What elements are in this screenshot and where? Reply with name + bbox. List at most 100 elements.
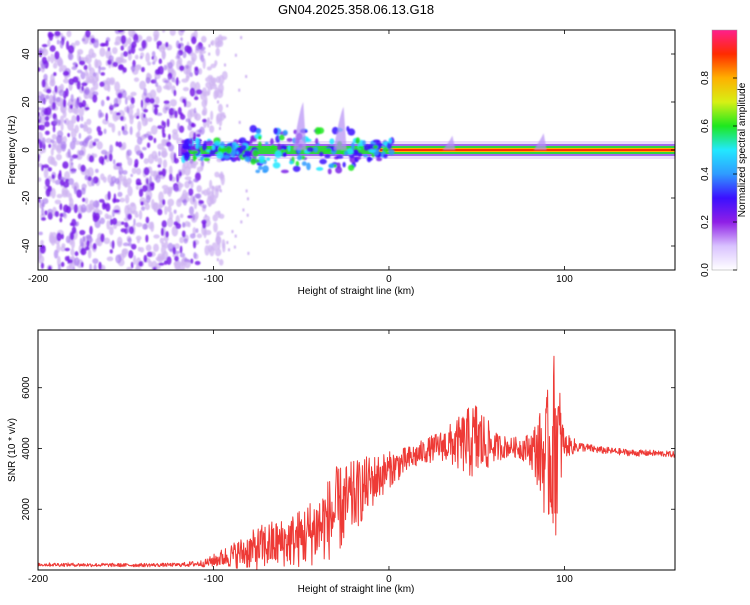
turbulence-blob [200, 156, 204, 161]
noise-speck [245, 189, 248, 193]
turbulence-blob [283, 151, 287, 157]
noise-blob [63, 204, 69, 213]
turbulence-blob [316, 127, 325, 135]
noise-blob [179, 252, 186, 258]
noise-blob [54, 199, 62, 205]
noise-blob [76, 69, 83, 74]
noise-blob [115, 35, 122, 46]
turbulence-blob [356, 156, 361, 160]
noise-blob [80, 247, 87, 256]
noise-blob [111, 209, 115, 218]
noise-blob [158, 150, 161, 157]
turbulence-blob [192, 154, 197, 162]
noise-blob [104, 213, 109, 220]
noise-blob [218, 258, 224, 266]
noise-blob [205, 81, 212, 89]
noise-blob [84, 175, 89, 181]
turbulence-blob [205, 140, 214, 146]
noise-blob [89, 263, 92, 270]
noise-blob [107, 84, 111, 92]
noise-blob [113, 193, 117, 203]
noise-speck [226, 104, 229, 108]
noise-blob [123, 51, 129, 57]
noise-blob [139, 80, 147, 90]
noise-blob [209, 125, 215, 133]
noise-blob [171, 225, 179, 237]
turbulence-blob [270, 138, 274, 146]
noise-blob [52, 62, 58, 69]
noise-blob [173, 209, 177, 214]
noise-blob [139, 152, 144, 160]
noise-blob [121, 90, 127, 99]
noise-blob [206, 117, 211, 123]
noise-blob [187, 109, 193, 121]
noise-blob [182, 51, 187, 59]
noise-blob [109, 249, 113, 254]
turbulence-blob [195, 143, 199, 150]
colorbar-tick-label: 0.8 [700, 71, 711, 85]
noise-blob [144, 97, 151, 104]
noise-blob [57, 58, 64, 68]
noise-blob [148, 135, 154, 141]
noise-blob [68, 78, 75, 86]
noise-blob [160, 150, 168, 158]
noise-blob [84, 106, 90, 111]
noise-blob [143, 87, 148, 97]
turbulence-blob [280, 169, 289, 174]
noise-blob [214, 87, 220, 99]
noise-blob [106, 220, 111, 230]
turbulence-blob [357, 145, 365, 150]
noise-blob [57, 130, 64, 138]
noise-blob [164, 79, 169, 84]
colorbar-gradient [712, 30, 737, 270]
noise-blob [48, 234, 55, 244]
noise-blob [88, 155, 94, 163]
chart-title: GN04.2025.358.06.13.G18 [278, 2, 434, 17]
noise-blob [200, 35, 207, 43]
noise-blob [59, 40, 64, 49]
noise-blob [212, 78, 216, 88]
noise-blob [196, 185, 202, 193]
noise-blob [55, 96, 61, 103]
noise-blob [119, 115, 124, 121]
noise-blob [76, 80, 81, 90]
noise-blob [197, 67, 203, 75]
noise-blob [83, 89, 89, 94]
noise-blob [205, 77, 210, 82]
noise-blob [117, 30, 124, 33]
noise-blob [41, 107, 45, 113]
noise-blob [158, 262, 165, 266]
noise-blob [113, 97, 118, 106]
noise-blob [110, 104, 117, 109]
snr-xlabel: Height of straight line (km) [298, 584, 415, 595]
noise-blob [107, 47, 111, 52]
noise-blob [196, 233, 203, 239]
noise-blob [155, 174, 161, 183]
noise-blob [129, 202, 137, 214]
noise-blob [181, 78, 189, 83]
noise-blob [174, 255, 179, 262]
noise-blob [69, 140, 76, 150]
turbulence-blob [278, 134, 285, 141]
noise-blob [95, 168, 99, 174]
noise-blob [130, 44, 136, 55]
noise-blob [143, 167, 150, 176]
noise-blob [65, 87, 69, 97]
noise-blob [163, 64, 168, 71]
turbulence-blob [257, 165, 263, 171]
noise-blob [81, 100, 87, 108]
noise-blob [150, 125, 158, 135]
noise-blob [119, 197, 126, 203]
noise-blob [120, 221, 125, 225]
turbulence-blob [372, 139, 380, 143]
spectrogram-xlabel: Height of straight line (km) [298, 286, 415, 297]
noise-blob [182, 189, 188, 200]
noise-blob [118, 166, 124, 176]
noise-blob [129, 226, 135, 235]
noise-blob [194, 66, 199, 71]
noise-blob [149, 89, 157, 100]
noise-blob [112, 61, 119, 67]
noise-blob [162, 199, 166, 206]
noise-blob [131, 64, 136, 73]
noise-blob [127, 186, 133, 197]
